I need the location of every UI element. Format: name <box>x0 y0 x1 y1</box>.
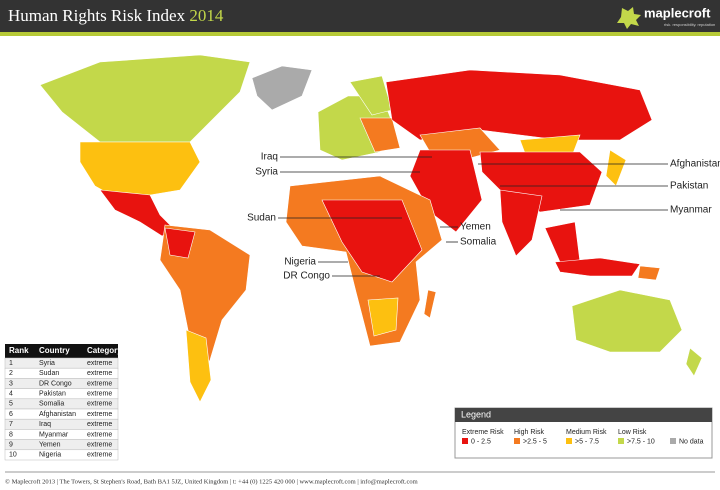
column-header: Rank <box>9 346 29 355</box>
table-cell: Pakistan <box>39 391 66 398</box>
table-cell: Syria <box>39 360 55 367</box>
map-label: DR Congo <box>283 271 330 282</box>
logo: maplecroft risk. responsibility. reputat… <box>617 5 715 29</box>
region <box>99 189 176 237</box>
legend-swatch <box>462 438 468 444</box>
region <box>39 54 251 143</box>
table-cell: 9 <box>9 442 13 449</box>
table-cell: extreme <box>87 442 112 449</box>
table-cell: DR Congo <box>39 380 72 387</box>
column-header: Country <box>39 346 70 355</box>
title: Human Rights Risk Index 2014 <box>8 6 224 25</box>
map-label: Pakistan <box>670 181 708 192</box>
table-cell: Sudan <box>39 370 59 377</box>
region <box>544 221 581 263</box>
map-labels: Iraq Syria Sudan Nigeria DR Congo Yemen Somali… <box>247 152 720 282</box>
map-label: Afghanistan <box>670 159 720 170</box>
legend-swatch <box>618 438 624 444</box>
legend-title: Legend <box>461 409 491 419</box>
table-cell: Myanmar <box>39 431 69 438</box>
title-text: Human Rights Risk Index <box>8 6 186 25</box>
table-cell: Iraq <box>39 421 51 428</box>
legend-range: No data <box>679 438 704 445</box>
table-cell: 7 <box>9 421 13 428</box>
region <box>685 347 703 377</box>
legend-header <box>455 408 712 422</box>
logo-text: maplecroft <box>644 5 711 20</box>
table-cell: extreme <box>87 380 112 387</box>
legend-swatch <box>670 438 676 444</box>
region <box>499 189 543 257</box>
logo-tagline: risk. responsibility. reputation <box>664 22 715 27</box>
legend-range: >7.5 - 10 <box>627 438 655 445</box>
column-header: Category <box>87 346 122 355</box>
table-cell: 2 <box>9 370 13 377</box>
legend-range: >2.5 - 5 <box>523 438 547 445</box>
legend-name: Extreme Risk <box>462 429 504 436</box>
region <box>164 227 196 259</box>
region <box>367 297 399 337</box>
table-cell: 5 <box>9 401 13 408</box>
region <box>423 289 437 319</box>
map-label: Yemen <box>460 222 491 233</box>
legend-name: Medium Risk <box>566 429 607 436</box>
table-cell: 10 <box>9 452 17 459</box>
table-header <box>5 344 118 358</box>
table-cell: extreme <box>87 370 112 377</box>
map-label: Nigeria <box>284 257 316 268</box>
region <box>554 257 641 277</box>
region <box>321 199 423 283</box>
table-cell: extreme <box>87 411 112 418</box>
table-cell: 4 <box>9 391 13 398</box>
region <box>571 289 683 353</box>
map-label: Myanmar <box>670 205 712 216</box>
table-cell: extreme <box>87 401 112 408</box>
legend: Legend Extreme Risk 0 - 2.5 High Risk >2.5 … <box>454 407 713 459</box>
legend-range: 0 - 2.5 <box>471 438 491 445</box>
legend-swatch <box>566 438 572 444</box>
footer: © Maplecroft 2013 | The Towers, St Steph… <box>5 478 418 485</box>
title-year: 2014 <box>189 6 224 25</box>
region <box>251 65 313 111</box>
table-cell: Afghanistan <box>39 411 76 418</box>
world-map <box>39 54 703 403</box>
map-label: Somalia <box>460 237 497 248</box>
table-cell: Yemen <box>39 442 61 449</box>
legend-name: High Risk <box>514 429 544 436</box>
region <box>359 117 401 153</box>
table-cell: extreme <box>87 452 112 459</box>
table-cell: 1 <box>9 360 13 367</box>
region <box>159 224 251 383</box>
region <box>479 151 603 213</box>
legend-name: Low Risk <box>618 429 647 436</box>
table-cell: Nigeria <box>39 452 61 459</box>
region <box>79 141 201 201</box>
header-bar <box>0 0 720 32</box>
table-row <box>4 449 119 461</box>
table-cell: extreme <box>87 360 112 367</box>
table-cell: Somalia <box>39 401 64 408</box>
ranking-table: Rank Country Category 1 Syria extreme 2 Sudan ex… <box>4 344 122 461</box>
region <box>185 329 212 403</box>
table-cell: 3 <box>9 380 13 387</box>
table-cell: 6 <box>9 411 13 418</box>
legend-range: >5 - 7.5 <box>575 438 599 445</box>
table-cell: extreme <box>87 431 112 438</box>
logo-leaf <box>617 7 641 29</box>
table-cell: extreme <box>87 421 112 428</box>
region <box>385 69 653 141</box>
region <box>409 149 483 233</box>
region <box>605 149 627 187</box>
map-label: Sudan <box>247 213 276 224</box>
table-cell: 8 <box>9 431 13 438</box>
map-label: Iraq <box>261 152 278 163</box>
header-rule <box>0 32 720 36</box>
table-cell: extreme <box>87 391 112 398</box>
map-label: Syria <box>255 167 278 178</box>
region <box>637 265 661 281</box>
legend-swatch <box>514 438 520 444</box>
